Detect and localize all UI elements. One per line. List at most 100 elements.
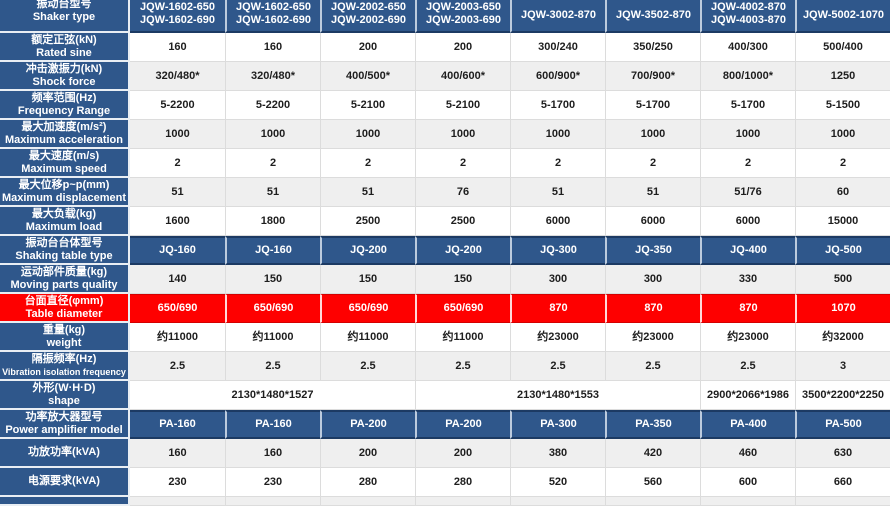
header-model-text: JQW-2003-650 [426,1,501,13]
header-label-en: Shaker type [32,11,96,23]
row-label-en: shape [48,394,80,407]
row-label-cn: 外形(W·H·D) [32,381,96,394]
table-cell: 3 [795,352,890,381]
table-cell: 1070 [795,294,890,323]
table-cell: 51 [320,178,415,207]
table-cell: JQ-200 [415,236,510,265]
table-cell: 6000 [510,207,605,236]
header-model-text: JQW-1602-650 [140,1,215,13]
row-label-cell [0,497,130,506]
table-cell: 2.5 [605,352,700,381]
table-cell: 400/600* [415,62,510,91]
header-model-text: JQW-4003-870 [711,14,786,26]
row-label-en: Table diameter [25,307,103,320]
row-label-cn: 功放功率(kVA) [28,446,100,458]
table-cell: 500 [795,265,890,294]
table-cell: 51 [510,178,605,207]
table-cell: JQ-160 [225,236,320,265]
table-cell: 1250 [795,62,890,91]
table-cell: 320/480* [225,62,320,91]
table-cell: 2 [415,149,510,178]
table-cell: 1800 [225,207,320,236]
table-cell [130,497,225,506]
header-model-cell: JQW-2003-650 JQW-2003-690 [415,0,510,33]
row-label-en: Maximum load [25,220,103,233]
table-cell: 660 [795,468,890,497]
table-cell: 2 [605,149,700,178]
table-cell: 1000 [130,120,225,149]
table-cell: 2 [320,149,415,178]
table-cell: 60 [795,178,890,207]
header-model-text: JQW-2002-650 [331,1,406,13]
row-label-cell: 隔振频率(Hz) Vibration isolation frequency [0,352,130,381]
row-label-cell: 功率放大器型号 Power amplifier model [0,410,130,439]
table-row: 电源要求(kVA) 230 230 280 280 520 560 600 660 [0,468,890,497]
table-cell: 280 [320,468,415,497]
table-cell: 870 [605,294,700,323]
table-cell: PA-500 [795,410,890,439]
header-model-text: JQW-3002-870 [521,9,596,21]
header-model-text: JQW-1602-650 [236,1,311,13]
table-cell: 5-2100 [415,91,510,120]
row-label-cell: 台面直径(φmm) Table diameter [0,294,130,323]
table-cell: 350/250 [605,33,700,62]
table-row: 最大加速度(m/s²) Maximum acceleration 1000 1000 1… [0,120,890,149]
table-cell: 2.5 [320,352,415,381]
table-cell: 2130*1480*1527 [130,381,415,410]
header-model-text: JQW-2003-690 [426,14,501,26]
table-cell: 700/900* [605,62,700,91]
table-cell: PA-200 [320,410,415,439]
table-row: 最大速度(m/s) Maximum speed 2 2 2 2 2 2 2 2 [0,149,890,178]
table-cell: 320/480* [130,62,225,91]
table-cell: 650/690 [320,294,415,323]
table-cell: 500/400 [795,33,890,62]
header-model-text: JQW-4002-870 [711,1,786,13]
table-cell: 1000 [795,120,890,149]
table-cell: 2.5 [700,352,795,381]
table-row: 重量(kg) weight 约11000 约11000 约11000 约11000 约230… [0,323,890,352]
header-model-cell: JQW-3502-870 [605,0,700,33]
table-row [0,497,890,506]
table-cell: 200 [415,33,510,62]
row-label-cell: 运动部件质量(kg) Moving parts quality [0,265,130,294]
table-cell: 2 [510,149,605,178]
row-label-cn: 振动台台体型号 [25,236,103,249]
table-cell: 150 [225,265,320,294]
row-label-cn: 冲击激振力(kN) [25,62,103,75]
table-cell [225,497,320,506]
table-cell: 1000 [700,120,795,149]
table-cell: 300 [510,265,605,294]
table-cell: 51 [225,178,320,207]
table-cell: PA-350 [605,410,700,439]
table-cell: JQ-160 [130,236,225,265]
row-label-en: Moving parts quality [10,278,118,291]
table-cell: 6000 [605,207,700,236]
table-cell: 280 [415,468,510,497]
table-cell: 400/300 [700,33,795,62]
table-cell: 630 [795,439,890,468]
table-row: 额定正弦(kN) Rated sine 160 160 200 200 300/240 350… [0,33,890,62]
table-cell: JQ-200 [320,236,415,265]
table-cell: 76 [415,178,510,207]
table-cell: 5-2200 [225,91,320,120]
table-row: 外形(W·H·D) shape 2130*1480*1527 2130*1480*15… [0,381,890,410]
header-model-text: JQW-1602-690 [236,14,311,26]
table-cell: 2500 [320,207,415,236]
table-cell: 2.5 [415,352,510,381]
row-label-cn: 功率放大器型号 [25,410,103,423]
row-label-cn: 台面直径(φmm) [24,294,104,307]
table-cell: PA-160 [130,410,225,439]
header-model-cell: JQW-5002-1070 [795,0,890,33]
table-cell: 2.5 [130,352,225,381]
row-label-cell: 最大位移p~p(mm) Maximum displacement [0,178,130,207]
row-label-en: weight [46,336,82,349]
table-cell: 460 [700,439,795,468]
table-cell: 2.5 [225,352,320,381]
row-label-cn: 额定正弦(kN) [31,33,97,46]
header-model-cell: JQW-1602-650 JQW-1602-690 [225,0,320,33]
row-label-en: Power amplifier model [5,423,123,436]
table-cell: 2 [130,149,225,178]
table-cell [415,497,510,506]
table-cell: 160 [225,439,320,468]
table-cell: 650/690 [130,294,225,323]
